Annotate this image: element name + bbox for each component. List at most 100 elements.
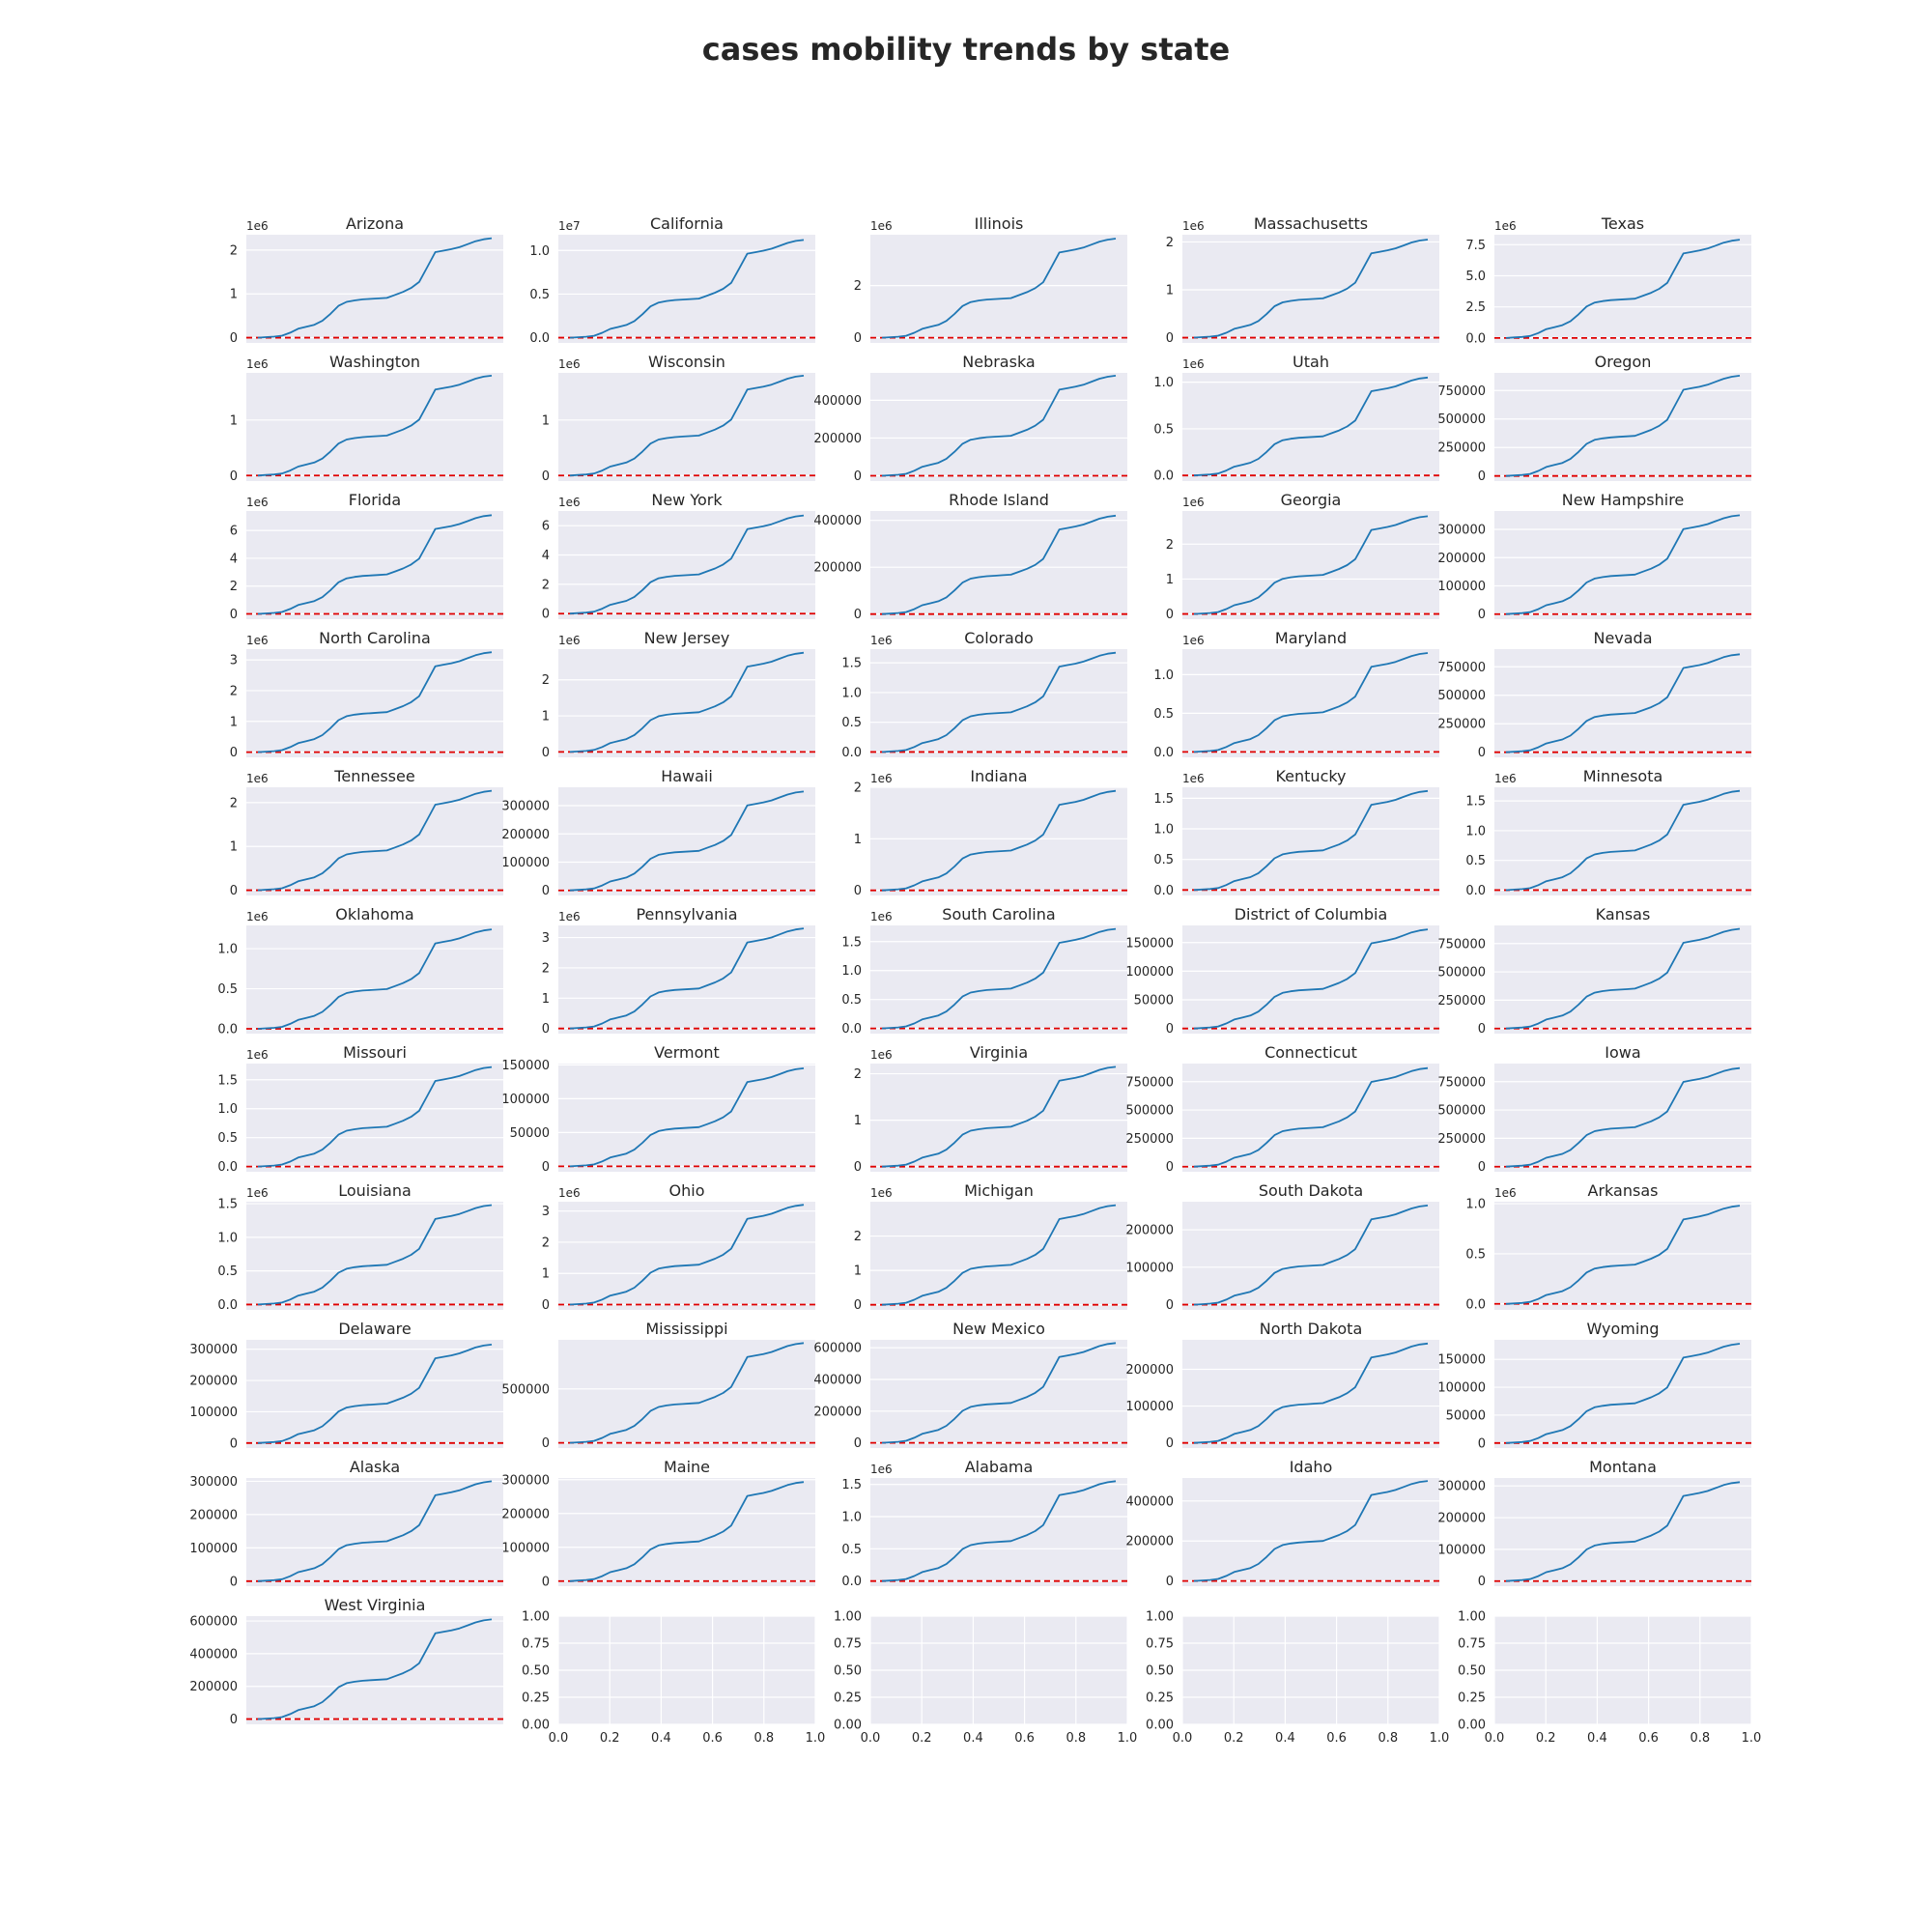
- ytick-label: 0: [1478, 746, 1486, 760]
- series-line: [569, 1481, 805, 1582]
- panel-mississippi: 0 500000 Mississippi: [501, 1320, 815, 1451]
- axis-multiplier: 1e6: [246, 910, 269, 923]
- panel-title: Nebraska: [962, 353, 1035, 371]
- ytick-label: 100000: [501, 856, 550, 870]
- ytick-label: 0.00: [522, 1719, 550, 1733]
- ytick-label: 0.5: [1465, 854, 1486, 868]
- series-line: [569, 651, 805, 753]
- panel-title: Kansas: [1596, 905, 1651, 923]
- xtick-label: 0.0: [1173, 1731, 1193, 1746]
- panel-louisiana: 0.0 0.5 1.0 1.5 1e6 Louisiana: [217, 1181, 503, 1313]
- ytick-label: 1: [1166, 283, 1174, 298]
- ytick-label: 200000: [189, 1508, 238, 1522]
- panel-arizona: 0 1 2 1e6 Arizona: [230, 214, 503, 346]
- ytick-label: 0.5: [1153, 707, 1174, 722]
- ytick-label: 1: [542, 413, 550, 428]
- ytick-label: 0.5: [841, 716, 862, 730]
- ytick-label: 0.0: [217, 1160, 238, 1175]
- panel-alabama: 0.0 0.5 1.0 1.5 1e6 Alabama: [841, 1458, 1127, 1589]
- ytick-label: 0: [854, 1298, 862, 1313]
- panel-background: [870, 649, 1127, 757]
- ytick-label: 300000: [501, 1473, 550, 1488]
- series-line: [569, 790, 805, 892]
- ytick-label: 1.0: [1153, 823, 1174, 838]
- ytick-label: 0.5: [1153, 422, 1174, 437]
- ytick-label: 0: [230, 1713, 238, 1727]
- panel-background: [870, 1340, 1127, 1448]
- ytick-label: 400000: [189, 1647, 238, 1662]
- ytick-label: 0: [854, 884, 862, 898]
- axis-multiplier: 1e6: [246, 357, 269, 371]
- ytick-label: 0: [542, 469, 550, 484]
- axis-multiplier: 1e6: [870, 1048, 893, 1062]
- series-line: [881, 375, 1117, 477]
- ytick-label: 4: [542, 549, 550, 563]
- panel-title: Alabama: [965, 1458, 1034, 1476]
- ytick-label: 0: [230, 1436, 238, 1451]
- series-line: [1193, 1205, 1429, 1306]
- panel-title: Virginia: [970, 1043, 1028, 1062]
- panel-background: [870, 235, 1127, 343]
- series-line: [257, 1344, 493, 1444]
- ytick-label: 1.0: [217, 1231, 238, 1245]
- ytick-label: 0: [1166, 1436, 1174, 1451]
- panel-background: [246, 1478, 503, 1586]
- ytick-label: 1.5: [217, 1198, 238, 1212]
- panel-background: [1182, 925, 1439, 1034]
- panel-title: New Hampshire: [1562, 491, 1685, 509]
- ytick-label: 150000: [1437, 1353, 1486, 1368]
- ytick-label: 1.0: [1153, 668, 1174, 683]
- panel-background: [246, 925, 503, 1034]
- ytick-label: 1.0: [841, 1511, 862, 1525]
- ytick-label: 100000: [501, 1541, 550, 1555]
- panel-background: [1494, 925, 1751, 1034]
- panel-south-dakota: 0 100000 200000 South Dakota: [1125, 1181, 1439, 1313]
- ytick-label: 50000: [1446, 1408, 1486, 1423]
- panel-wisconsin: 0 1 1e6 Wisconsin: [542, 353, 815, 484]
- series-line: [1193, 928, 1429, 1030]
- ytick-label: 1.0: [217, 943, 238, 957]
- panel-background: [870, 1064, 1127, 1172]
- axis-multiplier: 1e6: [1182, 357, 1205, 371]
- series-line: [1193, 515, 1429, 615]
- ytick-label: 1.5: [1465, 795, 1486, 810]
- ytick-label: 300000: [1437, 1480, 1486, 1494]
- ytick-label: 0.50: [522, 1664, 550, 1679]
- ytick-label: 100000: [1437, 580, 1486, 594]
- panel-title: Florida: [349, 491, 401, 509]
- panel-south-carolina: 0.0 0.5 1.0 1.5 1e6 South Carolina: [841, 905, 1127, 1037]
- panel-title: Colorado: [964, 629, 1034, 647]
- panel-district-of-columbia: 0 50000 100000 150000 District of Columbia: [1125, 905, 1439, 1037]
- panel-background: [558, 925, 815, 1034]
- ytick-label: 100000: [1125, 1400, 1174, 1414]
- ytick-label: 0.75: [522, 1637, 550, 1652]
- ytick-label: 500000: [1125, 1104, 1174, 1119]
- ytick-label: 0.0: [1465, 331, 1486, 346]
- series-line: [257, 1204, 493, 1306]
- panel-title: Oklahoma: [335, 905, 413, 923]
- ytick-label: 0.0: [217, 1023, 238, 1037]
- panel-background: [1182, 373, 1439, 481]
- ytick-label: 2: [1166, 538, 1174, 553]
- ytick-label: 1: [230, 715, 238, 729]
- empty-panel: 0.00 0.25 0.50 0.75 1.00 0.0 0.2 0.4 0.6 0.8 1.0: [1458, 1610, 1761, 1747]
- panel-title: California: [650, 214, 724, 233]
- panel-wyoming: 0 50000 100000 150000 Wyoming: [1437, 1320, 1751, 1451]
- ytick-label: 2: [854, 1230, 862, 1244]
- series-line: [1505, 375, 1741, 477]
- panel-background: [870, 925, 1127, 1034]
- ytick-label: 0.00: [1146, 1719, 1174, 1733]
- ytick-label: 500000: [1437, 1104, 1486, 1119]
- xtick-label: 0.4: [1275, 1731, 1295, 1746]
- xtick-label: 0.0: [1485, 1731, 1505, 1746]
- axis-multiplier: 1e6: [558, 496, 581, 509]
- series-line: [1505, 1343, 1741, 1444]
- ytick-label: 1.0: [1153, 376, 1174, 390]
- ytick-label: 0: [1478, 1436, 1486, 1451]
- ytick-label: 0: [854, 1436, 862, 1451]
- series-line: [257, 1480, 493, 1582]
- ytick-label: 0: [542, 1436, 550, 1451]
- panel-title: Pennsylvania: [636, 905, 737, 923]
- ytick-label: 2: [542, 961, 550, 976]
- panel-maryland: 0.0 0.5 1.0 1e6 Maryland: [1153, 629, 1439, 760]
